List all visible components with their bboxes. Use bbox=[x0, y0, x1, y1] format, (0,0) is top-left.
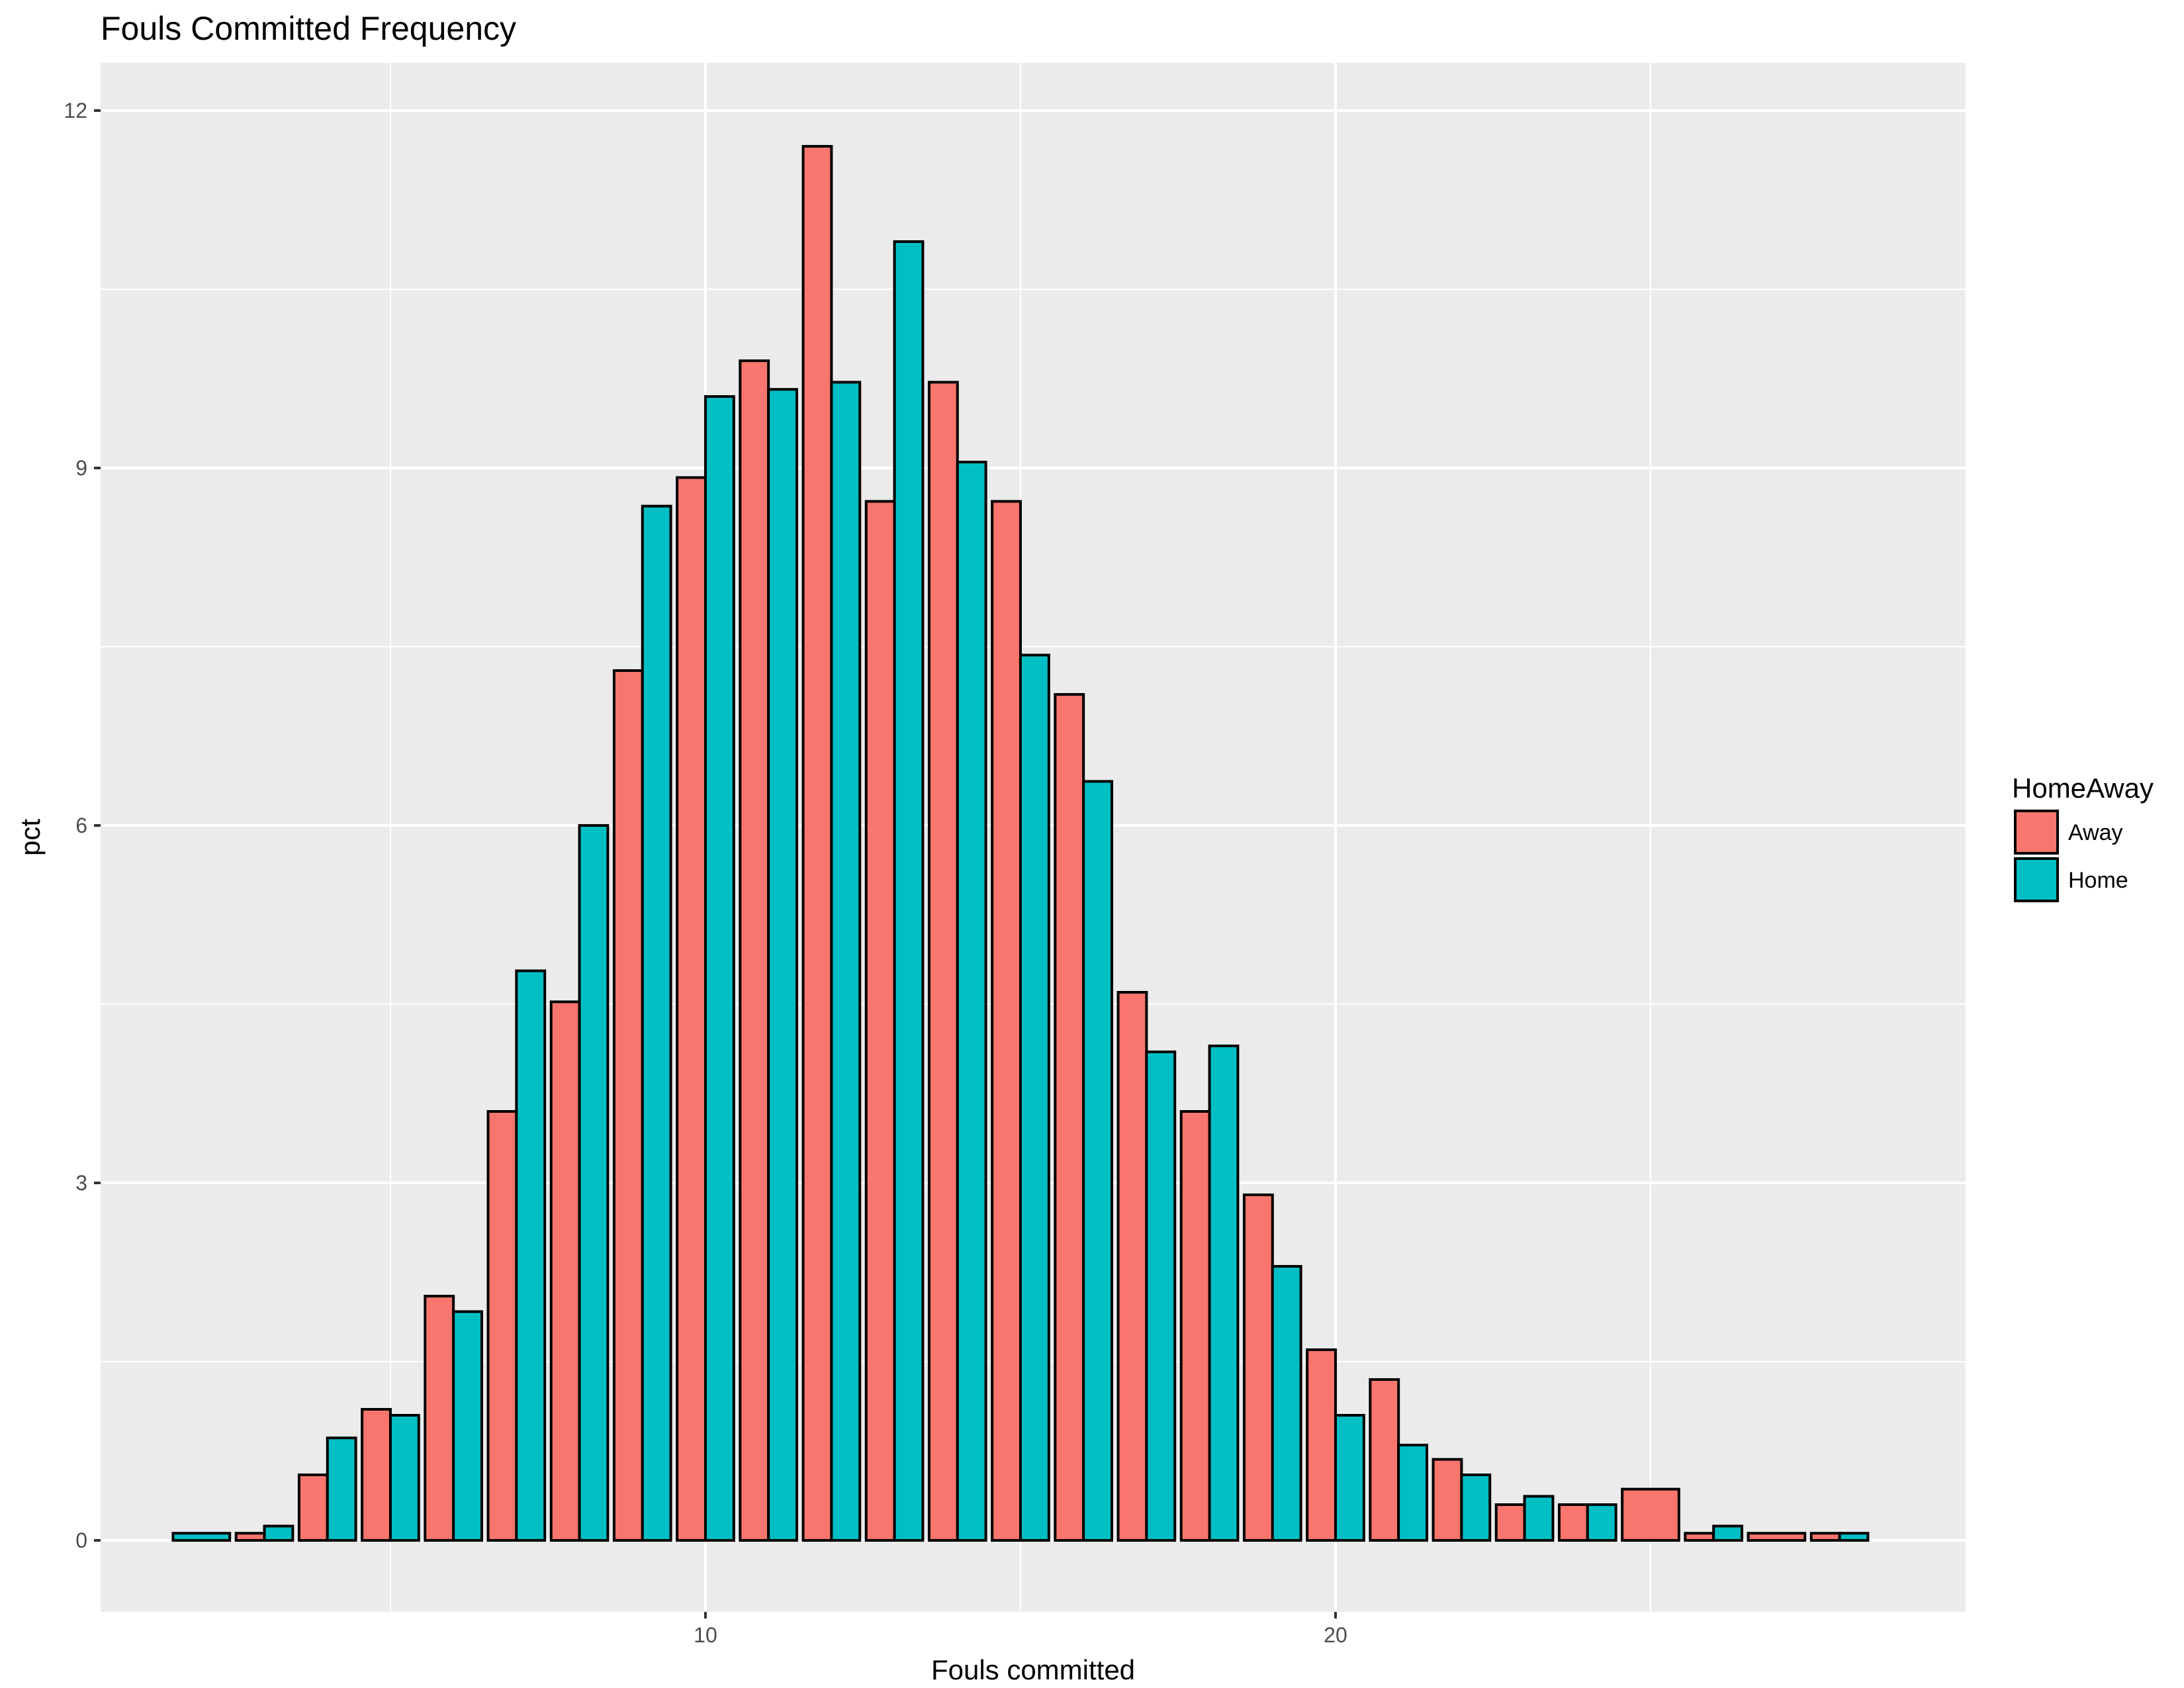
y-axis-title: pct bbox=[15, 819, 46, 856]
bar-home-11 bbox=[767, 388, 798, 1542]
bar-home-20 bbox=[1334, 1414, 1365, 1542]
legend-title: HomeAway bbox=[2012, 773, 2154, 804]
bar-away-17 bbox=[1116, 991, 1148, 1542]
bar-home-3 bbox=[263, 1524, 295, 1542]
bar-home-17 bbox=[1145, 1051, 1177, 1542]
bar-home-21 bbox=[1397, 1444, 1429, 1542]
bar-home-13 bbox=[893, 240, 925, 1542]
bar-home-10 bbox=[704, 395, 735, 1542]
legend: HomeAway Away Home bbox=[2012, 773, 2154, 902]
y-tick-label: 9 bbox=[75, 456, 87, 480]
bar-away-26 bbox=[1684, 1532, 1715, 1542]
y-tick-label: 0 bbox=[75, 1528, 87, 1552]
bar-away-3 bbox=[234, 1532, 266, 1542]
legend-key-away bbox=[2014, 810, 2059, 855]
legend-key-home bbox=[2014, 857, 2059, 902]
bar-away-11 bbox=[739, 359, 770, 1542]
bar-away-7 bbox=[486, 1110, 518, 1542]
x-axis: 10 20 bbox=[694, 1612, 1347, 1647]
bar-away-21 bbox=[1369, 1378, 1400, 1542]
bar-away-24 bbox=[1557, 1503, 1589, 1542]
y-tick-label: 3 bbox=[75, 1171, 87, 1195]
bar-home-8 bbox=[578, 824, 610, 1542]
bar-away-9 bbox=[612, 669, 644, 1542]
bar-home-18 bbox=[1208, 1045, 1240, 1542]
bar-home-14 bbox=[956, 461, 987, 1542]
x-tick-label: 10 bbox=[694, 1623, 717, 1647]
bar-away-13 bbox=[864, 500, 896, 1542]
bar-away-22 bbox=[1432, 1458, 1463, 1542]
bar-home-23 bbox=[1523, 1495, 1555, 1542]
bar-home-26 bbox=[1712, 1524, 1744, 1542]
bar-away-16 bbox=[1054, 693, 1085, 1542]
bar-home-7 bbox=[515, 969, 547, 1542]
bar-away-4 bbox=[297, 1474, 329, 1542]
bar-home-2 bbox=[171, 1532, 232, 1542]
bar-away-18 bbox=[1179, 1110, 1211, 1542]
x-axis-title: Fouls committed bbox=[931, 1654, 1135, 1685]
bar-home-9 bbox=[641, 504, 672, 1542]
bar-away-25 bbox=[1621, 1487, 1680, 1542]
bar-away-14 bbox=[927, 381, 959, 1542]
bar-away-12 bbox=[801, 145, 833, 1542]
bar-home-28 bbox=[1838, 1532, 1870, 1542]
bar-home-19 bbox=[1271, 1265, 1302, 1542]
bar-home-15 bbox=[1019, 653, 1050, 1542]
bar-home-6 bbox=[452, 1310, 483, 1542]
bar-away-10 bbox=[676, 476, 707, 1542]
legend-label-home: Home bbox=[2068, 868, 2128, 893]
y-tick-label: 6 bbox=[75, 814, 87, 837]
x-tick-label: 20 bbox=[1324, 1623, 1347, 1647]
bar-home-4 bbox=[326, 1436, 357, 1542]
bar-away-8 bbox=[549, 1000, 581, 1542]
y-tick-label: 12 bbox=[64, 99, 87, 122]
bar-away-23 bbox=[1494, 1503, 1526, 1542]
bar-home-22 bbox=[1460, 1474, 1492, 1542]
bar-home-12 bbox=[830, 381, 862, 1542]
chart-title: Fouls Committed Frequency bbox=[101, 10, 516, 47]
y-axis: 0 3 6 9 12 bbox=[64, 99, 101, 1552]
bar-home-16 bbox=[1082, 780, 1114, 1542]
bar-away-5 bbox=[361, 1408, 392, 1542]
bar-home-24 bbox=[1586, 1503, 1617, 1542]
bar-away-20 bbox=[1306, 1348, 1337, 1542]
bar-away-6 bbox=[424, 1295, 455, 1542]
bar-away-15 bbox=[991, 500, 1022, 1542]
bar-away-19 bbox=[1242, 1194, 1274, 1542]
bars bbox=[171, 145, 1870, 1542]
bar-home-5 bbox=[388, 1414, 420, 1542]
legend-label-away: Away bbox=[2068, 820, 2123, 845]
bar-away-27 bbox=[1747, 1532, 1807, 1542]
bar-away-28 bbox=[1809, 1532, 1841, 1542]
